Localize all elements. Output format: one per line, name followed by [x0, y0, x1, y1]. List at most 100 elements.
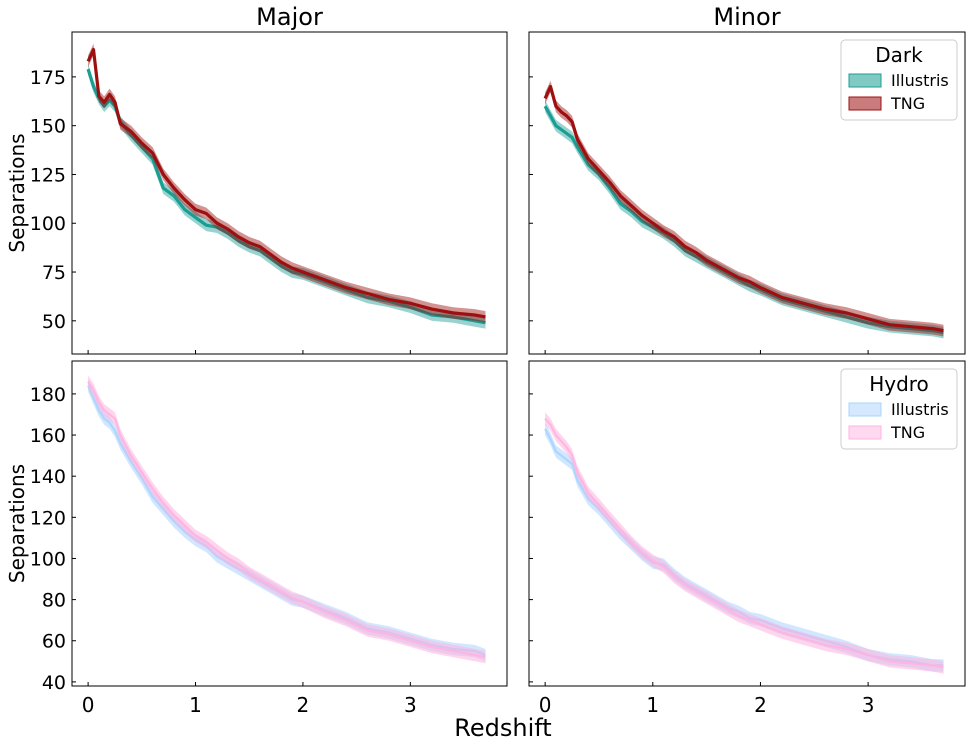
- data-point: [195, 209, 196, 210]
- x-tick-label: 2: [754, 693, 767, 717]
- data-point: [249, 572, 250, 573]
- data-point: [943, 667, 944, 668]
- series-dark-illustris: [543, 100, 944, 339]
- data-point: [561, 111, 562, 112]
- data-point: [163, 502, 164, 503]
- data-point: [550, 115, 551, 116]
- data-point: [259, 246, 260, 247]
- data-point: [206, 541, 207, 542]
- data-point: [141, 472, 142, 473]
- plot-frame: [528, 360, 966, 687]
- data-point: [206, 213, 207, 214]
- data-point: [324, 611, 325, 612]
- data-point: [98, 402, 99, 403]
- series-band: [545, 80, 944, 337]
- data-point: [163, 188, 164, 189]
- plot-frame: [528, 31, 966, 355]
- data-point: [652, 223, 653, 224]
- data-point: [545, 418, 546, 419]
- data-point: [98, 96, 99, 97]
- data-point: [652, 560, 653, 561]
- series-line: [543, 105, 944, 335]
- figure-xlabel: Redshift: [454, 714, 551, 742]
- legend-entry-label: Illustris: [891, 400, 949, 419]
- data-point: [932, 665, 933, 666]
- series-hydro-tng: [544, 412, 944, 674]
- data-point: [345, 287, 346, 288]
- data-point: [641, 215, 642, 216]
- data-point: [932, 328, 933, 329]
- series-line: [86, 47, 486, 319]
- y-axis-label: Separations: [5, 464, 29, 583]
- series-line: [543, 84, 944, 333]
- series-dark-tng: [86, 43, 486, 323]
- y-tick-label: 75: [42, 262, 66, 284]
- data-point: [345, 620, 346, 621]
- data-point: [184, 525, 185, 526]
- data-point: [120, 443, 121, 444]
- panel-title: Major: [256, 3, 323, 31]
- data-point: [803, 303, 804, 304]
- data-point: [760, 287, 761, 288]
- data-point: [728, 609, 729, 610]
- data-point: [695, 591, 696, 592]
- data-point: [88, 61, 89, 62]
- legend-hydro: Hydro Illustris TNG: [840, 368, 958, 450]
- data-point: [781, 297, 782, 298]
- legend-swatch: [848, 73, 882, 88]
- panel-bottom-left: 0 1 2 3 40 60 80 100 120 140 160 180 Separations: [5, 360, 508, 717]
- legend-entry-label: Illustris: [891, 71, 949, 90]
- data-point: [302, 271, 303, 272]
- y-tick-label: 40: [42, 672, 66, 694]
- x-tick-label: 1: [189, 693, 202, 717]
- data-point: [572, 137, 573, 138]
- data-point: [620, 195, 621, 196]
- data-point: [695, 252, 696, 253]
- series-band: [88, 63, 486, 329]
- data-point: [93, 86, 94, 87]
- data-point: [93, 397, 94, 398]
- data-point: [120, 435, 121, 436]
- data-point: [173, 188, 174, 189]
- data-point: [545, 98, 546, 99]
- data-point: [555, 435, 556, 436]
- data-point: [93, 49, 94, 50]
- y-tick-label: 125: [30, 164, 66, 186]
- y-axis-label: Separations: [5, 133, 29, 252]
- data-point: [485, 316, 486, 317]
- data-point: [868, 655, 869, 656]
- data-point: [324, 279, 325, 280]
- data-point: [227, 229, 228, 230]
- data-point: [555, 106, 556, 107]
- series-dark-tng: [543, 80, 944, 337]
- data-point: [388, 634, 389, 635]
- data-point: [706, 260, 707, 261]
- data-point: [120, 123, 121, 124]
- data-point: [453, 650, 454, 651]
- data-point: [588, 158, 589, 159]
- data-point: [550, 86, 551, 87]
- data-point: [846, 648, 847, 649]
- data-point: [749, 620, 750, 621]
- data-point: [550, 439, 551, 440]
- data-point: [367, 293, 368, 294]
- series-line: [544, 417, 944, 669]
- data-point: [259, 578, 260, 579]
- legend-swatch: [848, 402, 882, 417]
- data-point: [238, 236, 239, 237]
- data-point: [292, 597, 293, 598]
- data-point: [824, 309, 825, 310]
- data-point: [566, 447, 567, 448]
- data-point: [131, 131, 132, 132]
- data-point: [561, 455, 562, 456]
- data-point: [663, 231, 664, 232]
- data-point: [868, 318, 869, 319]
- data-point: [485, 657, 486, 658]
- data-point: [577, 139, 578, 140]
- data-point: [98, 410, 99, 411]
- data-point: [566, 133, 567, 134]
- data-point: [717, 266, 718, 267]
- data-point: [911, 326, 912, 327]
- x-tick-label: 0: [539, 693, 552, 717]
- data-point: [104, 418, 105, 419]
